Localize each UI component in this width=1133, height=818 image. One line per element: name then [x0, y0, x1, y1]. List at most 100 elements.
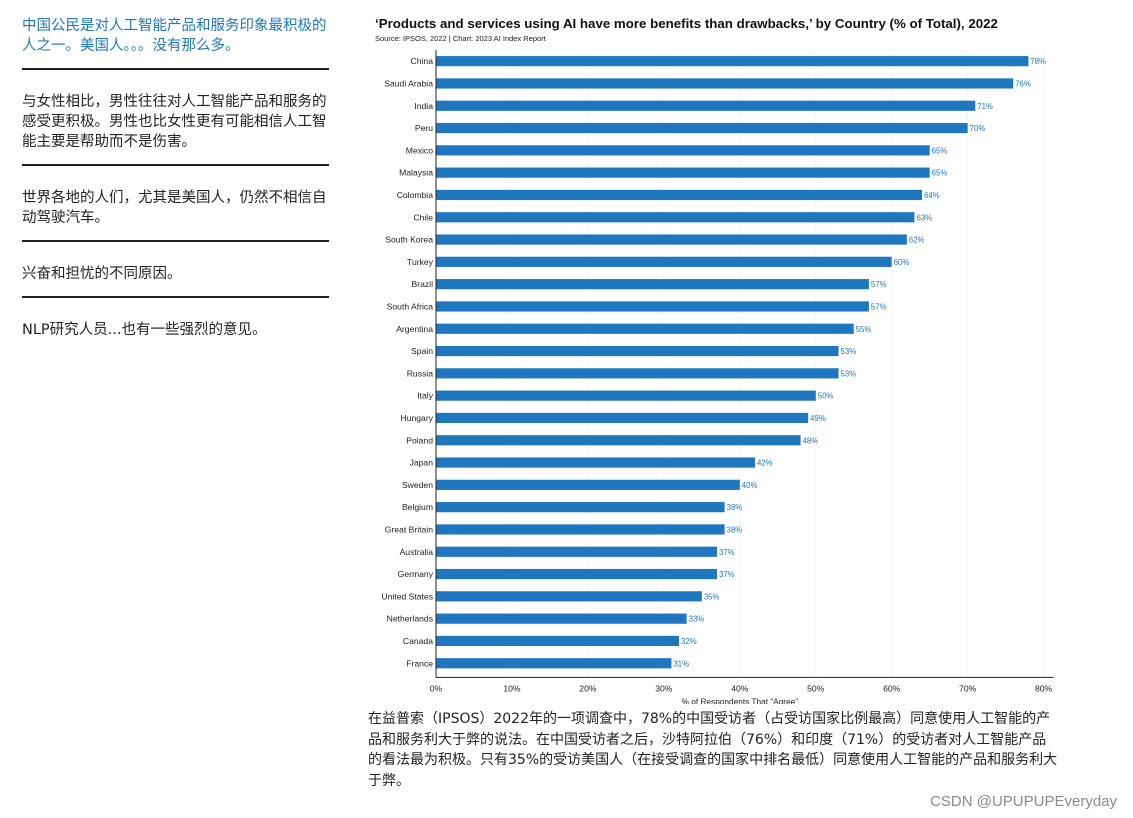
data-label: 37% [719, 570, 735, 579]
bar [436, 546, 718, 557]
note-text: 兴奋和担忧的不同原因。 [22, 266, 182, 282]
data-label: 65% [932, 146, 948, 155]
note-block: NLP研究人员...也有一些强烈的意见。 [22, 298, 329, 352]
bar [436, 189, 923, 201]
note-text: 与女性相比，男性往往对人工智能产品和服务的感受更积极。男性也比女性更有可能相信人… [22, 94, 327, 150]
data-label: 63% [916, 213, 932, 222]
note-block: 与女性相比，男性往往对人工智能产品和服务的感受更积极。男性也比女性更有可能相信人… [22, 70, 329, 166]
watermark: CSDN @UPUPUPEveryday [930, 793, 1117, 810]
category-label: Saudi Arabia [384, 78, 433, 88]
bar [436, 368, 839, 379]
note-block: 世界各地的人们，尤其是美国人，仍然不相信自动驾驶汽车。 [22, 166, 329, 242]
category-label: Mexico [406, 145, 433, 155]
bar [436, 212, 915, 223]
data-label: 38% [727, 525, 743, 534]
bar [436, 479, 740, 490]
bar [436, 502, 725, 513]
data-label: 55% [856, 325, 872, 334]
category-label: Italy [417, 391, 433, 401]
category-label: Peru [415, 123, 433, 133]
data-label: 49% [810, 414, 826, 423]
data-label: 60% [894, 258, 910, 267]
data-label: 53% [841, 369, 857, 378]
category-label: Hungary [401, 413, 434, 423]
x-tick-label: 20% [579, 683, 597, 693]
x-tick-label: 30% [655, 683, 673, 693]
bar [436, 345, 839, 357]
category-label: France [406, 658, 433, 668]
bar [436, 323, 854, 334]
chart-title: ‘Products and services using AI have mor… [375, 16, 998, 31]
bar [436, 100, 976, 111]
category-label: Australia [400, 547, 434, 557]
data-label: 48% [803, 436, 819, 445]
data-label: 57% [871, 302, 887, 311]
bar [436, 435, 801, 446]
bar [436, 524, 725, 535]
note-block: 中国公民是对人工智能产品和服务印象最积极的人之一。美国人。。。没有那么多。 [22, 0, 329, 70]
x-tick-label: 60% [883, 683, 901, 693]
category-label: Argentina [396, 324, 433, 334]
bar [436, 234, 907, 245]
data-label: 78% [1030, 57, 1046, 66]
data-label: 42% [757, 459, 773, 468]
category-label: China [411, 56, 434, 66]
category-label: Spain [411, 346, 433, 356]
bar [436, 122, 968, 134]
data-label: 35% [704, 592, 720, 601]
data-label: 37% [719, 548, 735, 557]
category-label: South Korea [385, 235, 433, 245]
category-label: Belgium [402, 502, 433, 512]
data-label: 40% [742, 481, 758, 490]
category-label: Russia [407, 368, 433, 378]
left-notes-panel: 中国公民是对人工智能产品和服务印象最积极的人之一。美国人。。。没有那么多。 与女… [22, 0, 329, 352]
bar [436, 635, 680, 647]
chart-source: Source: IPSOS, 2022 | Chart: 2023 AI Ind… [375, 34, 546, 43]
bar [436, 256, 892, 267]
x-tick-label: 70% [959, 683, 977, 693]
category-label: Colombia [397, 190, 434, 200]
x-tick-label: 40% [731, 683, 749, 693]
category-label: Brazil [412, 279, 434, 289]
category-label: Poland [406, 435, 433, 445]
data-label: 62% [909, 236, 925, 245]
bar [436, 145, 930, 156]
data-label: 33% [689, 615, 705, 624]
category-label: Japan [410, 458, 434, 468]
bar [436, 457, 755, 468]
note-text: 世界各地的人们，尤其是美国人，仍然不相信自动驾驶汽车。 [22, 190, 327, 226]
category-label: Great Britain [385, 524, 433, 534]
category-label: Sweden [402, 480, 433, 490]
bar [436, 412, 809, 424]
data-label: 71% [977, 102, 993, 111]
x-tick-label: 80% [1035, 683, 1053, 693]
bar [436, 613, 687, 624]
category-label: Malaysia [399, 168, 433, 178]
data-label: 38% [727, 503, 743, 512]
x-tick-label: 50% [807, 683, 825, 693]
bar [436, 568, 718, 580]
x-tick-label: 10% [503, 683, 521, 693]
category-label: Netherlands [387, 614, 433, 624]
bar [436, 167, 930, 178]
bar [436, 390, 816, 401]
data-label: 65% [932, 169, 948, 178]
bar [436, 56, 1029, 67]
x-tick-label: 0% [430, 683, 443, 693]
data-label: 50% [818, 392, 834, 401]
note-text: NLP研究人员...也有一些强烈的意见。 [22, 322, 267, 338]
category-label: Turkey [407, 257, 434, 267]
chart-caption: 在益普索（IPSOS）2022年的一项调查中，78%的中国受访者（占受访国家比例… [368, 711, 1058, 789]
bar [436, 658, 672, 669]
data-label: 57% [871, 280, 887, 289]
bar [436, 591, 702, 602]
data-label: 31% [673, 659, 689, 668]
bar [436, 301, 869, 312]
category-label: Chile [413, 212, 433, 222]
category-label: Germany [398, 569, 434, 579]
data-label: 76% [1015, 79, 1031, 88]
data-label: 70% [970, 124, 986, 133]
category-label: South Africa [387, 301, 434, 311]
note-block: 兴奋和担忧的不同原因。 [22, 242, 329, 298]
data-label: 53% [841, 347, 857, 356]
